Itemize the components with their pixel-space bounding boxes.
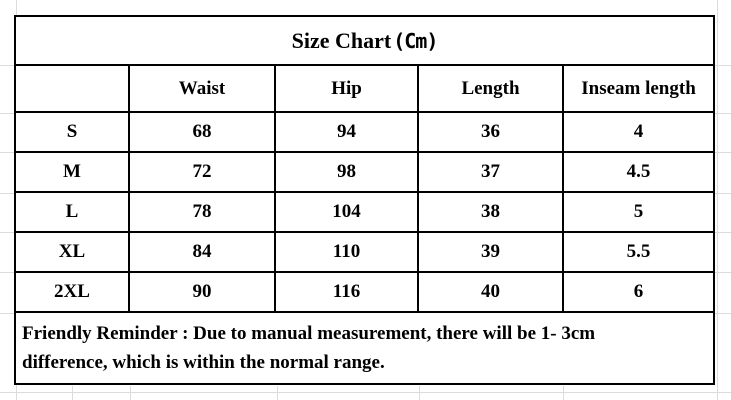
table-footer-row: Friendly Reminder : Due to manual measur… [13, 311, 716, 385]
hip-value: 94 [274, 111, 419, 153]
column-header-size [14, 64, 130, 113]
inseam-value: 4 [561, 111, 716, 153]
waist-value: 72 [128, 151, 276, 193]
spreadsheet-gridline [563, 386, 564, 400]
size-label: L [14, 191, 130, 233]
table-title-unit: (Cm) [393, 28, 438, 53]
table-title-text: Size Chart [291, 27, 392, 53]
inseam-value: 5 [561, 191, 716, 233]
length-value: 40 [417, 271, 564, 313]
hip-value: 116 [274, 271, 419, 313]
inseam-value: 6 [561, 271, 716, 313]
friendly-reminder-text: Friendly Reminder : Due to manual measur… [22, 323, 596, 373]
waist-value: 78 [128, 191, 276, 233]
size-label: S [14, 111, 130, 153]
waist-value: 68 [128, 111, 276, 153]
length-value: 38 [417, 191, 564, 233]
table-title-row: Size Chart (Cm) [13, 15, 716, 66]
hip-value: 110 [274, 231, 419, 273]
inseam-value: 5.5 [561, 231, 716, 273]
spreadsheet-gridline [72, 386, 73, 400]
waist-value: 90 [128, 271, 276, 313]
table-row-xl: XL 84 110 39 5.5 [14, 231, 716, 273]
hip-value: 98 [274, 151, 419, 193]
table-row-l: L 78 104 38 5 [14, 191, 716, 233]
spreadsheet-gridline [277, 386, 278, 400]
inseam-value: 4.5 [561, 151, 716, 193]
table-header-row: Waist Hip Length Inseam length [14, 64, 716, 113]
column-header-waist: Waist [128, 64, 276, 113]
column-header-length: Length [417, 64, 564, 113]
size-chart-table: Size Chart (Cm) Waist Hip Length Inseam l… [13, 15, 716, 385]
table-row-s: S 68 94 36 4 [14, 111, 716, 153]
table-title: Size Chart (Cm) [13, 15, 716, 66]
hip-value: 104 [274, 191, 419, 233]
waist-value: 84 [128, 231, 276, 273]
friendly-reminder-cell: Friendly Reminder : Due to manual measur… [13, 311, 716, 385]
size-label: M [14, 151, 130, 193]
column-header-inseam-length: Inseam length [561, 64, 716, 113]
size-label: 2XL [14, 271, 130, 313]
column-header-hip: Hip [274, 64, 419, 113]
table-row-2xl: 2XL 90 116 40 6 [14, 271, 716, 313]
size-label: XL [14, 231, 130, 273]
table-row-m: M 72 98 37 4.5 [14, 151, 716, 193]
length-value: 39 [417, 231, 564, 273]
length-value: 36 [417, 111, 564, 153]
spreadsheet-gridline [419, 386, 420, 400]
length-value: 37 [417, 151, 564, 193]
spreadsheet-gridline [130, 386, 131, 400]
spreadsheet-gridline [0, 392, 731, 393]
spreadsheet-gridline [717, 0, 718, 400]
